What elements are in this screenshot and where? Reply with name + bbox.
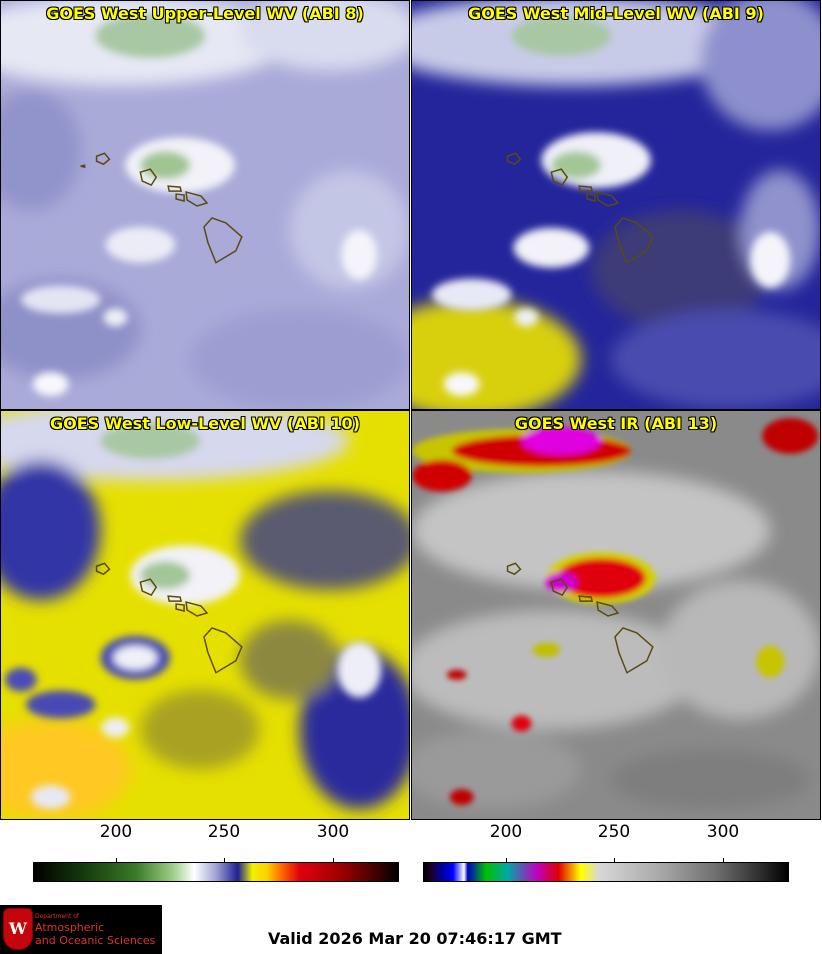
logo-line-1: Department of	[35, 913, 79, 920]
colorbar-tick-label: 250	[207, 822, 241, 842]
panel-title: GOES West Upper-Level WV (ABI 8)	[46, 4, 364, 23]
low-level-wv-panel: GOES West Low-Level WV (ABI 10)	[0, 410, 410, 820]
wv-colorbar: 200 250 300	[33, 822, 401, 884]
colorbar-tick-label: 200	[489, 822, 523, 842]
colorbar-gradient	[423, 862, 789, 882]
ir-colorbar: 200 250 300	[423, 822, 791, 884]
uw-crest-icon: W	[3, 908, 33, 950]
colorbar-tick-label: 250	[597, 822, 631, 842]
colorbar-tick-mark	[224, 858, 225, 863]
ir-panel: GOES West IR (ABI 13)	[411, 410, 821, 820]
aos-logo: W Department of Atmospheric and Oceanic …	[0, 905, 162, 954]
colorbar-tick-mark	[506, 858, 507, 863]
upper-level-wv-panel: GOES West Upper-Level WV (ABI 8)	[0, 0, 410, 410]
colorbar-tick-mark	[333, 858, 334, 863]
colorbar-tick-label: 300	[706, 822, 740, 842]
panel-title: GOES West IR (ABI 13)	[514, 414, 718, 433]
mid-level-wv-image	[412, 1, 820, 409]
logo-line-3: and Oceanic Sciences	[35, 934, 156, 947]
panel-title: GOES West Low-Level WV (ABI 10)	[49, 414, 360, 433]
upper-level-wv-image	[1, 1, 409, 409]
valid-time: Valid 2026 Mar 20 07:46:17 GMT	[268, 929, 562, 948]
colorbar-tick-mark	[116, 858, 117, 863]
mid-level-wv-panel: GOES West Mid-Level WV (ABI 9)	[411, 0, 821, 410]
colorbar-tick-mark	[723, 858, 724, 863]
colorbar-tick-mark	[614, 858, 615, 863]
logo-line-2: Atmospheric	[35, 921, 105, 934]
colorbar-tick-label: 300	[316, 822, 350, 842]
panel-title: GOES West Mid-Level WV (ABI 9)	[468, 4, 764, 23]
low-level-wv-image	[1, 411, 409, 819]
colorbar-gradient	[33, 862, 399, 882]
ir-image	[412, 411, 820, 819]
colorbar-tick-label: 200	[99, 822, 133, 842]
